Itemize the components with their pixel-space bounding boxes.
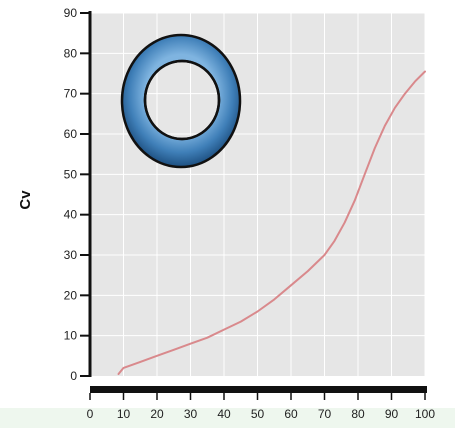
bottom-band bbox=[0, 408, 455, 428]
y-tick-label: 30 bbox=[64, 248, 78, 262]
y-tick-label: 70 bbox=[64, 87, 78, 101]
x-tick-label: 80 bbox=[351, 407, 365, 421]
annular-ring-icon bbox=[120, 33, 242, 169]
y-tick-label: 80 bbox=[64, 46, 78, 60]
x-axis-bar bbox=[90, 386, 427, 393]
series-line bbox=[117, 70, 426, 375]
x-tick-label: 30 bbox=[184, 407, 198, 421]
y-axis-label: Cv bbox=[17, 190, 34, 210]
x-tick-label: 100 bbox=[415, 407, 435, 421]
y-tick-label: 0 bbox=[70, 369, 77, 383]
y-tick-label: 40 bbox=[64, 208, 78, 222]
x-tick-label: 20 bbox=[150, 407, 164, 421]
y-tick-label: 50 bbox=[64, 167, 78, 181]
y-tick-label: 10 bbox=[64, 329, 78, 343]
x-tick-label: 70 bbox=[318, 407, 332, 421]
y-tick-label: 60 bbox=[64, 127, 78, 141]
x-tick-label: 40 bbox=[217, 407, 231, 421]
x-tick-label: 10 bbox=[117, 407, 131, 421]
x-tick-label: 90 bbox=[385, 407, 399, 421]
x-tick-label: 0 bbox=[87, 407, 94, 421]
y-tick-label: 20 bbox=[64, 288, 78, 302]
x-tick-label: 60 bbox=[284, 407, 298, 421]
x-tick-label: 50 bbox=[251, 407, 265, 421]
y-tick-label: 90 bbox=[64, 6, 78, 20]
